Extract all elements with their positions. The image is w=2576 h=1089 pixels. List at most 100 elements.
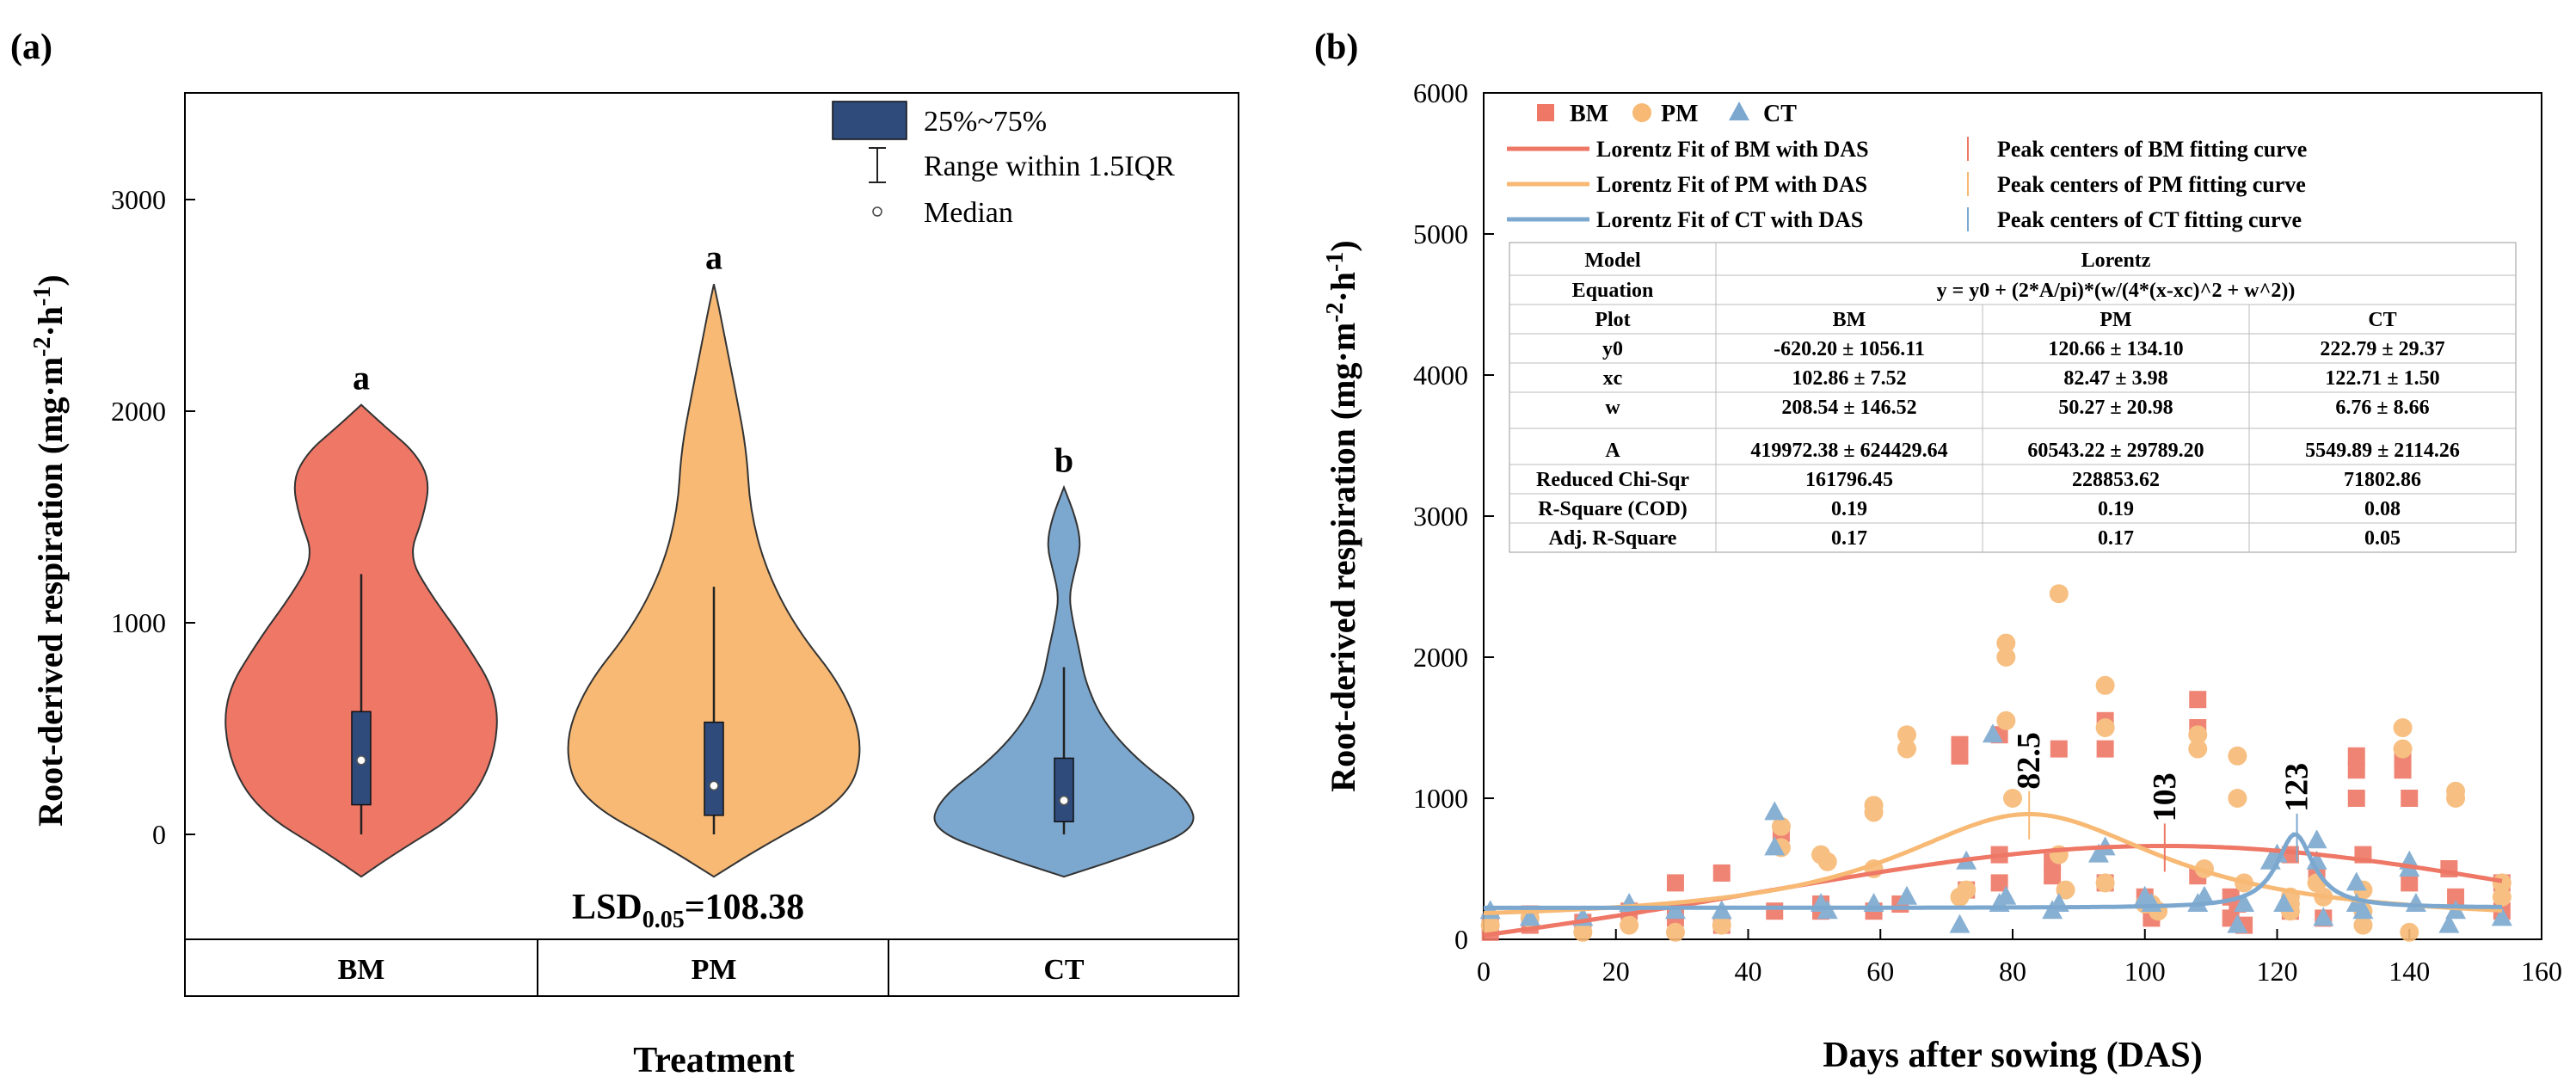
point-CT [2273, 893, 2295, 912]
point-PM [1480, 915, 1500, 935]
table-cell: 0.17 [1831, 527, 1867, 550]
y-tick-label-a: 2000 [111, 396, 166, 427]
point-PM [2446, 789, 2466, 808]
x-tick-label-b: 0 [1477, 956, 1491, 987]
point-CT [2227, 914, 2248, 933]
point-CT [1764, 836, 1786, 856]
point-CT [2345, 871, 2367, 891]
point-PM [2049, 584, 2069, 604]
y-tick-label-b: 6000 [1413, 77, 1468, 108]
table-cell: 5549.89 ± 2114.26 [2305, 440, 2460, 462]
point-CT [1764, 801, 1786, 821]
point-PM [1817, 852, 1837, 871]
legend-box-label: 25%~75% [924, 106, 1047, 138]
point-CT [2266, 843, 2288, 863]
point-PM [2353, 915, 2373, 935]
y-axis-label-b: Root-derived respiration (mg·m-2·h-1) [1322, 240, 1362, 791]
legend-marker-label: CT [1763, 101, 1797, 127]
panel-label-b: (b) [1314, 28, 1358, 67]
point-PM [2003, 789, 2022, 808]
category-label-PM: PM [692, 954, 737, 986]
table-cell: 6.76 ± 8.66 [2335, 397, 2429, 419]
y-tick-label-a: 0 [152, 819, 166, 850]
point-PM [1996, 711, 2016, 730]
legend-range-label: Range within 1.5IQR [924, 151, 1175, 182]
legend-line-label: Lorentz Fit of CT with DAS [1596, 207, 1863, 232]
y-tick-label-b: 3000 [1413, 501, 1468, 532]
y-axis-label-mid: ·h [31, 306, 70, 337]
point-PM [1864, 803, 1884, 822]
fit-curve-PM [1483, 812, 2503, 915]
x-tick-label-b: 140 [2388, 956, 2430, 987]
point-PM [1996, 633, 2016, 653]
point-PM [2393, 718, 2413, 737]
fit-curve-CT [1484, 832, 2502, 910]
point-CT [2352, 900, 2374, 920]
point-PM [2095, 873, 2115, 893]
point-PM [2188, 739, 2208, 759]
x-tick-label-b: 60 [1866, 956, 1894, 987]
table-cell: y = y0 + (2*A/pi)*(w/(4*(x-xc)^2 + w^2)) [1937, 280, 2296, 302]
legend-marker-BM [1537, 104, 1554, 121]
point-BM [1666, 874, 1684, 892]
peak-label-CT: 123 [2279, 763, 2315, 812]
point-PM [1897, 725, 1916, 745]
legend-line-label: Lorentz Fit of PM with DAS [1596, 172, 1867, 197]
y-axis-label-mid: ·h [1324, 272, 1362, 303]
legend-marker-label: PM [1661, 101, 1699, 127]
x-tick-label-b: 40 [1735, 956, 1762, 987]
point-PM [1712, 915, 1731, 935]
point-CT [2306, 829, 2327, 849]
point-PM [1665, 922, 1685, 942]
table-cell: R-Square (COD) [1538, 498, 1688, 520]
y-tick-label-b: 2000 [1413, 642, 1468, 673]
panel-a: (a) 0 1000 2000 3000 Root-derived respiration… [10, 28, 1239, 1080]
table-cell: 82.47 ± 3.98 [2063, 367, 2167, 390]
median-marker-BM [356, 755, 366, 766]
point-CT [2405, 893, 2426, 912]
peak-label-BM: 103 [2147, 772, 2183, 821]
point-BM [2347, 747, 2365, 765]
panel-label-a: (a) [10, 28, 52, 67]
y-axis-label-end: ) [1324, 240, 1362, 251]
x-tick-label-b: 20 [1602, 956, 1630, 987]
iqr-box-PM [704, 721, 724, 816]
point-BM [2096, 740, 2114, 758]
table-cell: 228853.62 [2072, 469, 2160, 491]
y-axis-label-a: Root-derived respiration (mg·m-2·h-1) [29, 274, 70, 826]
y-axis-label-sup: -2 [29, 337, 56, 357]
lsd-value: =108.38 [685, 888, 804, 927]
y-axis-label-sup: -2 [1322, 303, 1349, 323]
y-tick-label-b: 0 [1454, 924, 1468, 955]
table-cell: 0.17 [2098, 527, 2134, 550]
significance-letter-PM: a [705, 237, 722, 276]
table-cell: 0.05 [2364, 527, 2401, 550]
point-CT [2193, 885, 2215, 905]
fit-stats-table: Model Lorentz Equation y = y0 + (2*A/pi)*(w… [1509, 242, 2517, 553]
iqr-box-CT [1054, 757, 1074, 822]
x-tick-label-b: 100 [2124, 956, 2166, 987]
legend-marker-label: BM [1570, 101, 1608, 127]
legend-box-swatch [832, 101, 907, 140]
table-cell: CT [2368, 309, 2396, 331]
point-PM [1573, 922, 1593, 942]
x-tick-label-b: 160 [2521, 956, 2562, 987]
x-tick-label-b: 80 [1999, 956, 2026, 987]
category-label-BM: BM [338, 954, 385, 986]
point-PM [2056, 880, 2075, 900]
table-cell: PM [2100, 309, 2131, 331]
median-marker-PM [709, 780, 719, 791]
point-CT [2234, 893, 2255, 912]
y-tick-label-a: 3000 [111, 184, 166, 215]
table-cell: 419972.38 ± 624429.64 [1750, 440, 1947, 462]
point-BM [2189, 691, 2207, 709]
point-CT [2491, 907, 2512, 926]
y-axis-label-main: Root-derived respiration (mg·m [1324, 323, 1362, 792]
point-CT [1897, 885, 1917, 905]
legend-marker-PM [1632, 103, 1651, 122]
y-tick-label-b: 4000 [1413, 360, 1468, 391]
point-CT [1949, 914, 1970, 933]
table-cell: 0.19 [2098, 498, 2134, 520]
legend-peak-label: Peak centers of BM fitting curve [1997, 137, 2307, 162]
x-tick-label-b: 120 [2257, 956, 2298, 987]
